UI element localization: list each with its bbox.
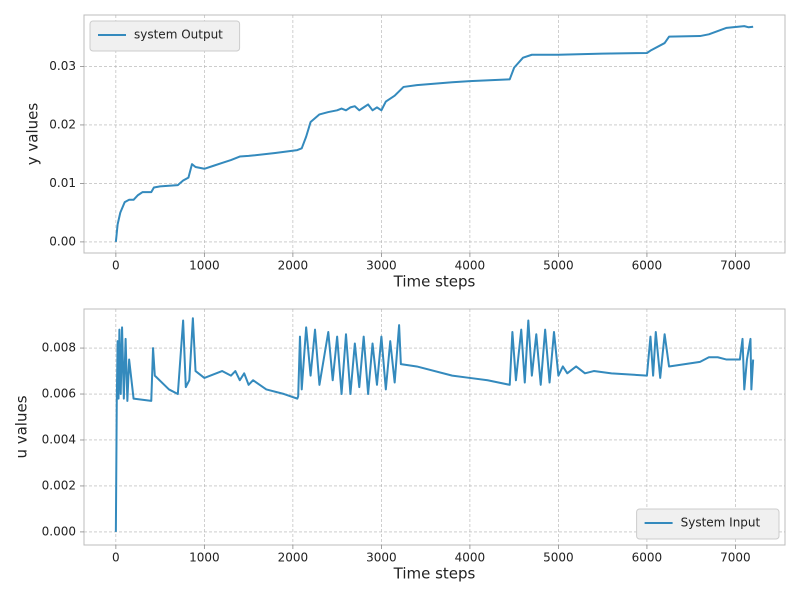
x-tick-label: 3000 — [366, 259, 397, 273]
y-tick-label: 0.01 — [49, 176, 76, 190]
x-tick-label: 2000 — [278, 551, 309, 565]
legend: system Output — [89, 20, 241, 52]
data-line — [114, 25, 754, 242]
x-tick-label: 4000 — [455, 259, 486, 273]
y-axis-label: y values — [24, 103, 42, 166]
x-tick-label: 3000 — [366, 551, 397, 565]
plot-area — [83, 14, 786, 254]
x-axis-label: Time steps — [393, 565, 476, 583]
x-tick-label: 1000 — [189, 259, 220, 273]
x-tick-label: 5000 — [543, 551, 574, 565]
y-tick-label: 0.002 — [42, 478, 76, 492]
y-tick-label: 0.03 — [49, 59, 76, 73]
y-tick-label: 0.00 — [49, 234, 76, 248]
y-tick-label: 0.008 — [42, 341, 76, 355]
y-tick-label: 0.006 — [42, 387, 76, 401]
x-tick-label: 4000 — [455, 551, 486, 565]
x-tick-label: 0 — [112, 259, 120, 273]
y-tick-label: 0.02 — [49, 117, 76, 131]
legend: System Input — [636, 508, 780, 540]
x-tick-label: 6000 — [632, 551, 663, 565]
x-tick-label: 6000 — [632, 259, 663, 273]
legend-box — [89, 20, 241, 52]
x-tick-label: 7000 — [720, 259, 751, 273]
x-tick-label: 0 — [112, 551, 120, 565]
legend-label: System Input — [681, 516, 761, 530]
y-axis-label: u values — [13, 395, 31, 458]
legend-label: system Output — [134, 28, 223, 42]
legend-box — [636, 508, 780, 540]
x-tick-label: 1000 — [189, 551, 220, 565]
x-tick-label: 2000 — [278, 259, 309, 273]
data-line — [114, 317, 755, 532]
y-tick-label: 0.000 — [42, 524, 76, 538]
x-tick-label: 7000 — [720, 551, 751, 565]
y-tick-label: 0.004 — [42, 432, 76, 446]
x-axis-label: Time steps — [393, 273, 476, 291]
x-tick-label: 5000 — [543, 259, 574, 273]
